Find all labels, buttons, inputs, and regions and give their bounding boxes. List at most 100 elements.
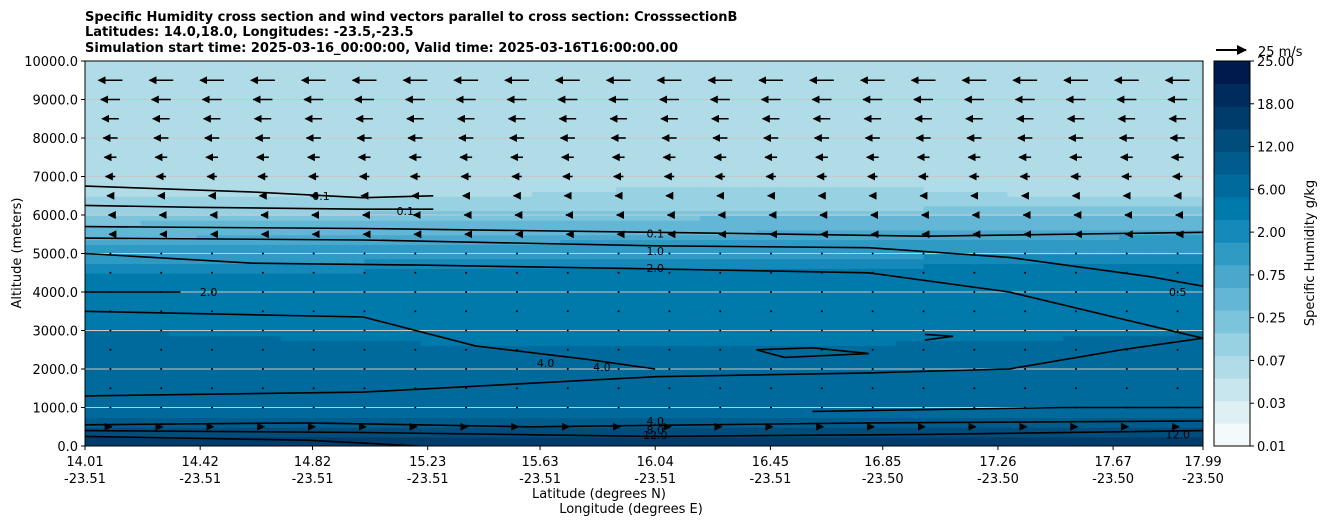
humidity-cell — [1063, 123, 1093, 130]
humidity-cell — [895, 128, 925, 135]
humidity-cell — [644, 219, 673, 226]
humidity-cell — [1063, 340, 1093, 346]
humidity-cell — [699, 210, 729, 216]
wind-vector — [617, 310, 620, 313]
humidity-cell — [252, 359, 282, 366]
humidity-cell — [392, 354, 422, 361]
humidity-cell — [644, 118, 673, 125]
humidity-cell — [644, 113, 673, 120]
humidity-cell — [671, 200, 701, 207]
humidity-cell — [755, 311, 785, 318]
humidity-cell — [364, 113, 394, 120]
humidity-cell — [783, 253, 813, 260]
humidity-cell — [85, 181, 114, 188]
x-tick-label-lon: -23.50 — [977, 472, 1019, 487]
humidity-cell — [1091, 205, 1121, 212]
humidity-cell — [1091, 147, 1121, 154]
humidity-cell — [811, 171, 841, 178]
humidity-cell — [727, 104, 757, 111]
humidity-cell — [140, 330, 170, 337]
humidity-cell — [839, 364, 869, 370]
wind-vector — [515, 252, 518, 255]
humidity-cell — [392, 369, 422, 375]
colorbar-swatch — [1214, 310, 1250, 334]
humidity-cell — [979, 123, 1009, 130]
humidity-cell — [140, 378, 170, 385]
humidity-cell — [336, 215, 366, 221]
humidity-cell — [644, 181, 673, 188]
humidity-cell — [895, 364, 925, 370]
humidity-cell — [1091, 431, 1121, 438]
humidity-cell — [811, 364, 841, 370]
humidity-cell — [1175, 239, 1203, 245]
humidity-cell — [671, 292, 701, 298]
humidity-cell — [1175, 335, 1203, 342]
humidity-cell — [140, 311, 170, 318]
humidity-cell — [671, 431, 701, 438]
humidity-cell — [224, 181, 254, 188]
humidity-cell — [783, 138, 813, 144]
humidity-cell — [1119, 123, 1149, 130]
humidity-cell — [755, 412, 785, 419]
humidity-cell — [1175, 162, 1203, 168]
humidity-cell — [699, 229, 729, 236]
humidity-cell — [1147, 373, 1177, 380]
humidity-cell — [1035, 316, 1065, 322]
humidity-cell — [923, 229, 953, 236]
humidity-cell — [644, 426, 673, 433]
wind-vector — [770, 387, 773, 390]
humidity-cell — [336, 354, 366, 361]
humidity-cell — [1063, 277, 1093, 284]
humidity-cell — [140, 436, 170, 443]
humidity-cell — [1119, 104, 1149, 111]
wind-vector — [414, 310, 417, 313]
humidity-cell — [1035, 344, 1065, 351]
humidity-cell — [140, 383, 170, 390]
humidity-cell — [783, 311, 813, 318]
humidity-cell — [867, 364, 897, 370]
humidity-cell — [560, 128, 590, 135]
humidity-cell — [168, 113, 198, 120]
humidity-cell — [1119, 364, 1149, 370]
humidity-cell — [1063, 349, 1093, 356]
humidity-cell — [727, 190, 757, 197]
wind-vector — [261, 271, 264, 274]
humidity-cell — [671, 393, 701, 399]
humidity-cell — [755, 325, 785, 332]
humidity-cell — [1147, 109, 1177, 115]
humidity-cell — [1063, 316, 1093, 322]
humidity-cell — [392, 441, 422, 446]
humidity-cell — [252, 89, 282, 96]
humidity-cell — [979, 426, 1009, 433]
humidity-cell — [532, 407, 562, 414]
humidity-cell — [727, 118, 757, 125]
humidity-cell — [392, 142, 422, 149]
humidity-cell — [727, 253, 757, 260]
humidity-cell — [895, 340, 925, 346]
humidity-cell — [616, 277, 645, 284]
humidity-cell — [392, 215, 422, 221]
humidity-cell — [112, 157, 142, 164]
humidity-cell — [504, 292, 534, 298]
humidity-cell — [336, 421, 366, 428]
humidity-cell — [560, 65, 590, 72]
wind-vector — [109, 271, 112, 274]
humidity-cell — [1091, 215, 1121, 221]
humidity-cell — [1175, 248, 1203, 255]
humidity-cell — [280, 113, 310, 120]
humidity-cell — [448, 335, 478, 342]
humidity-cell — [979, 359, 1009, 366]
humidity-cell — [532, 219, 562, 226]
humidity-cell — [420, 311, 450, 318]
humidity-cell — [392, 123, 422, 130]
humidity-cell — [392, 138, 422, 144]
humidity-cell — [895, 436, 925, 443]
x-tick-label-lon: -23.50 — [1092, 472, 1134, 487]
humidity-cell — [448, 181, 478, 188]
humidity-cell — [1119, 417, 1149, 423]
humidity-cell — [1147, 133, 1177, 139]
humidity-cell — [671, 215, 701, 221]
humidity-cell — [867, 354, 897, 361]
humidity-cell — [392, 243, 422, 250]
humidity-cell — [85, 152, 114, 159]
